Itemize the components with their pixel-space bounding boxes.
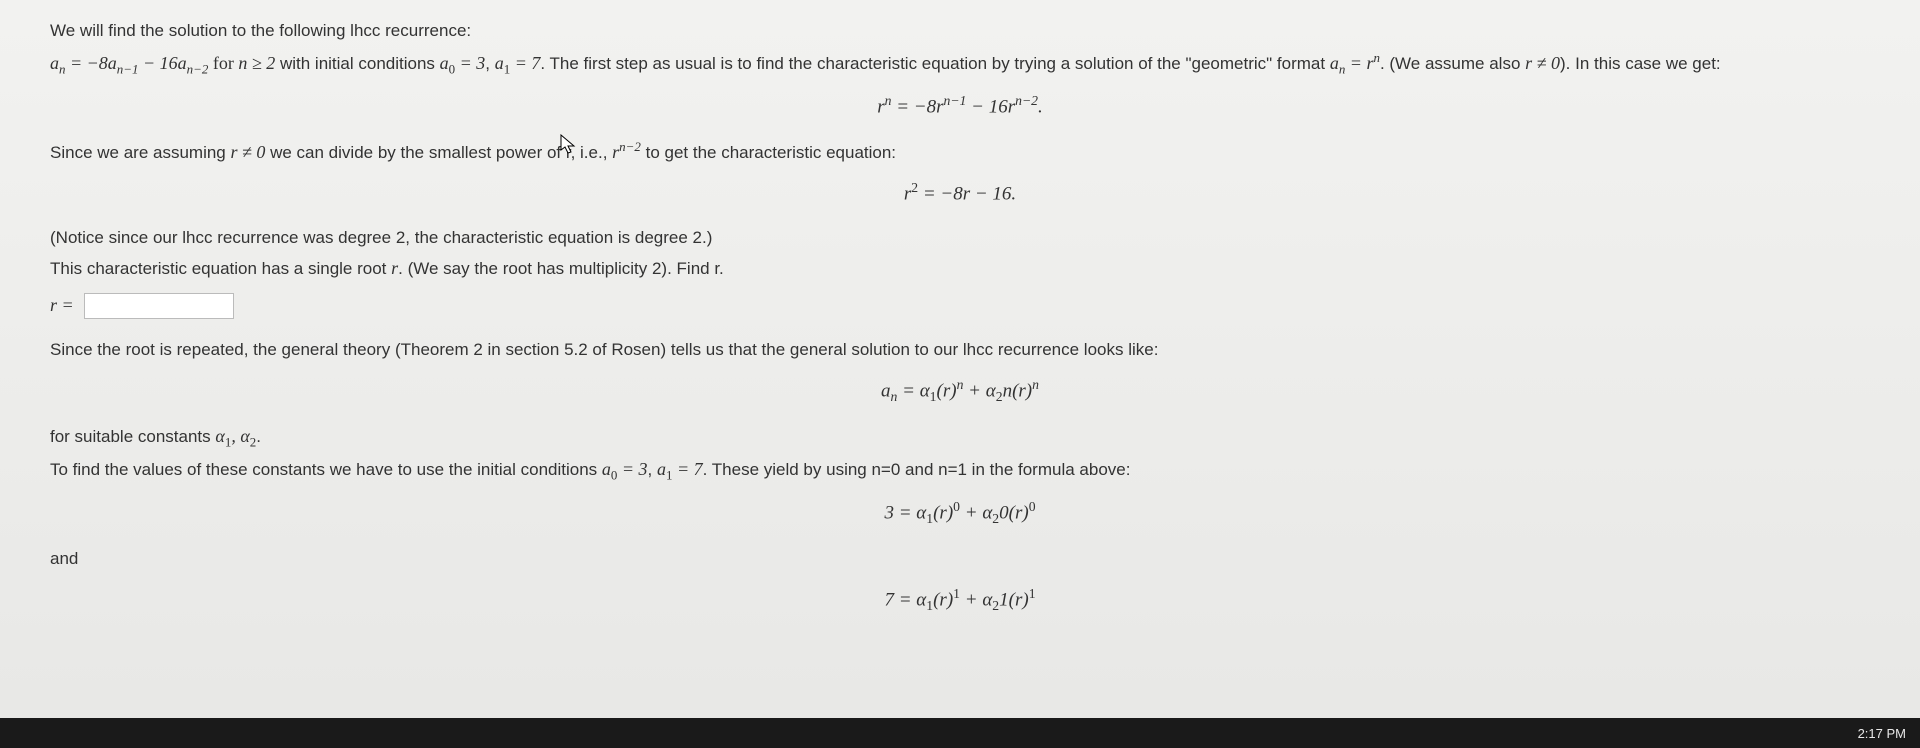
ic1b: a0 = 3 xyxy=(602,459,648,479)
to-find-text: To find the values of these constants we… xyxy=(50,460,602,479)
ic2: a1 = 7 xyxy=(495,53,541,73)
ic1: a0 = 3 xyxy=(440,53,486,73)
ic2b: a1 = 7 xyxy=(657,459,703,479)
r-neq-0-b: r ≠ 0 xyxy=(230,142,265,162)
suitable-text: for suitable constants xyxy=(50,427,215,446)
small-power: rn−2 xyxy=(612,142,641,162)
equation-5: 7 = α1(r)1 + α21(r)1 xyxy=(50,584,1870,617)
multiplicity-text: . (We say the root has multiplicity 2). … xyxy=(398,259,724,278)
taskbar-clock[interactable]: 2:17 PM xyxy=(1858,726,1906,741)
r-answer-row: r = xyxy=(50,292,1870,320)
first-step-text: . The first step as usual is to find the… xyxy=(540,54,1329,73)
alphas: α1, α2 xyxy=(215,426,256,446)
and-text: and xyxy=(50,546,1870,572)
r-label: r = xyxy=(50,295,74,315)
intro-text: We will find the solution to the followi… xyxy=(50,18,1870,44)
single-root-text: This characteristic equation has a singl… xyxy=(50,259,391,278)
taskbar: 2:17 PM xyxy=(0,718,1920,748)
equation-4: 3 = α1(r)0 + α20(r)0 xyxy=(50,497,1870,530)
suitable-line: for suitable constants α1, α2. xyxy=(50,423,1870,452)
geom-format: an = rn xyxy=(1330,53,1380,73)
recurrence-formula: an = −8an−1 − 16an−2 for n ≥ 2 xyxy=(50,53,275,73)
equation-2: r2 = −8r − 16. xyxy=(50,178,1870,209)
repeated-root-line: Since the root is repeated, the general … xyxy=(50,337,1870,363)
yield-text: . These yield by using n=0 and n=1 in th… xyxy=(703,460,1131,479)
equation-1: rn = −8rn−1 − 16rn−2. xyxy=(50,91,1870,122)
in-this-case: ). In this case we get: xyxy=(1560,54,1721,73)
with-ic: with initial conditions xyxy=(275,54,439,73)
since-assuming: Since we are assuming xyxy=(50,143,230,162)
to-find-line: To find the values of these constants we… xyxy=(50,456,1870,485)
problem-content: We will find the solution to the followi… xyxy=(0,0,1920,718)
notice-line: (Notice since our lhcc recurrence was de… xyxy=(50,225,1870,251)
recurrence-line: an = −8an−1 − 16an−2 for n ≥ 2 with init… xyxy=(50,48,1870,79)
to-get-char: to get the characteristic equation: xyxy=(641,143,896,162)
divide-text: we can divide by the smallest power of r… xyxy=(265,143,612,162)
r-neq-0: r ≠ 0 xyxy=(1525,53,1560,73)
r-input[interactable] xyxy=(84,293,234,319)
single-root-line: This characteristic equation has a singl… xyxy=(50,255,1870,282)
equation-3: an = α1(r)n + α2n(r)n xyxy=(50,375,1870,408)
divide-line: Since we are assuming r ≠ 0 we can divid… xyxy=(50,137,1870,166)
we-assume: . (We assume also xyxy=(1380,54,1525,73)
